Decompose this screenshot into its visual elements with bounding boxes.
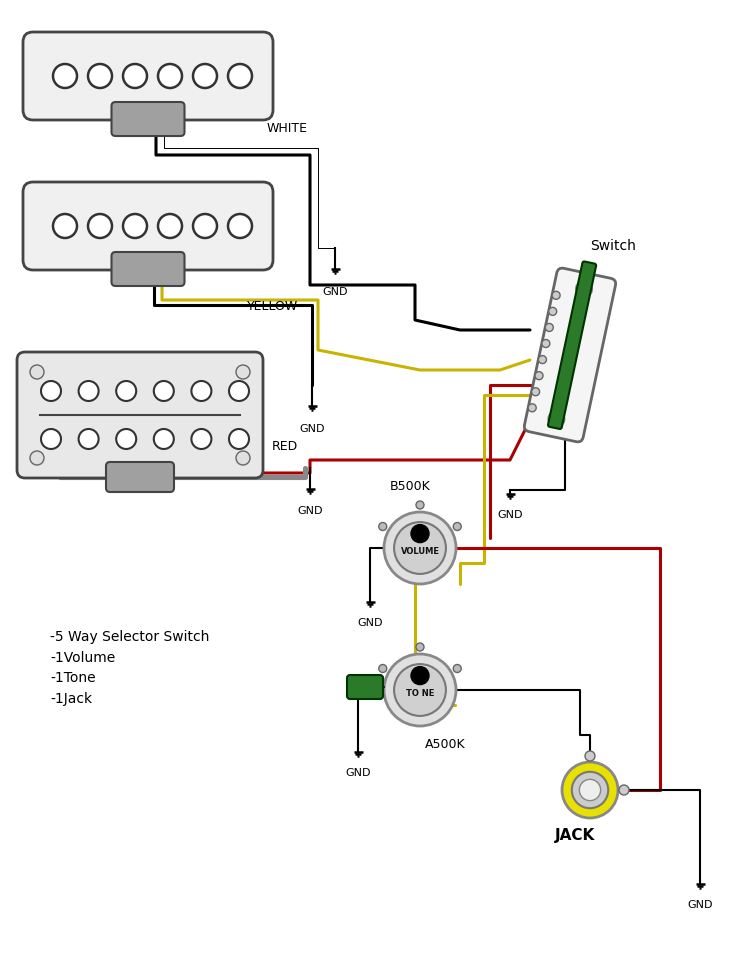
Text: WHITE: WHITE <box>267 122 308 135</box>
Circle shape <box>549 308 556 316</box>
FancyBboxPatch shape <box>347 675 383 699</box>
Circle shape <box>394 522 446 573</box>
Circle shape <box>236 451 250 465</box>
FancyBboxPatch shape <box>111 102 185 136</box>
Circle shape <box>88 64 112 88</box>
Circle shape <box>545 323 553 332</box>
Text: GND: GND <box>322 287 347 297</box>
Circle shape <box>228 214 252 238</box>
Circle shape <box>552 292 560 299</box>
Circle shape <box>572 772 608 808</box>
Circle shape <box>531 387 539 396</box>
FancyBboxPatch shape <box>106 462 174 492</box>
Circle shape <box>53 64 77 88</box>
Circle shape <box>411 667 429 685</box>
Text: JACK: JACK <box>555 828 595 843</box>
Circle shape <box>191 429 211 449</box>
Circle shape <box>193 214 217 238</box>
Circle shape <box>228 64 252 88</box>
Circle shape <box>236 365 250 379</box>
Circle shape <box>416 501 424 509</box>
Circle shape <box>154 429 174 449</box>
Circle shape <box>384 654 456 726</box>
Text: -5 Way Selector Switch
-1Volume
-1Tone
-1Jack: -5 Way Selector Switch -1Volume -1Tone -… <box>50 630 209 706</box>
Text: A500K: A500K <box>425 738 466 751</box>
Circle shape <box>123 214 147 238</box>
Circle shape <box>158 64 182 88</box>
Text: GND: GND <box>345 768 371 778</box>
Text: GND: GND <box>687 900 712 910</box>
Circle shape <box>542 339 550 347</box>
Circle shape <box>88 214 112 238</box>
Circle shape <box>411 525 429 543</box>
FancyBboxPatch shape <box>23 182 273 270</box>
Circle shape <box>453 665 461 672</box>
Text: GND: GND <box>498 510 523 520</box>
FancyBboxPatch shape <box>17 352 263 478</box>
FancyBboxPatch shape <box>548 262 596 429</box>
Circle shape <box>53 214 77 238</box>
Circle shape <box>394 664 446 716</box>
Circle shape <box>79 429 99 449</box>
Circle shape <box>539 356 546 363</box>
FancyBboxPatch shape <box>524 269 616 442</box>
Text: YELLOW: YELLOW <box>247 300 298 313</box>
Text: VOLUME: VOLUME <box>400 548 439 556</box>
Circle shape <box>229 429 249 449</box>
Text: TO NE: TO NE <box>406 690 434 698</box>
Circle shape <box>116 381 136 401</box>
Circle shape <box>123 64 147 88</box>
Circle shape <box>535 372 543 380</box>
Circle shape <box>41 429 61 449</box>
FancyBboxPatch shape <box>111 252 185 286</box>
Text: GND: GND <box>300 424 325 434</box>
Circle shape <box>379 665 386 672</box>
Circle shape <box>193 64 217 88</box>
Circle shape <box>30 365 44 379</box>
Circle shape <box>528 404 537 411</box>
Circle shape <box>453 523 461 530</box>
Circle shape <box>158 214 182 238</box>
Circle shape <box>116 429 136 449</box>
Text: B500K: B500K <box>390 480 431 493</box>
Text: Switch: Switch <box>590 239 636 253</box>
Circle shape <box>79 381 99 401</box>
Circle shape <box>229 381 249 401</box>
Circle shape <box>562 762 618 818</box>
Circle shape <box>41 381 61 401</box>
Circle shape <box>154 381 174 401</box>
Circle shape <box>548 411 565 427</box>
Circle shape <box>416 643 424 651</box>
Circle shape <box>384 512 456 584</box>
Circle shape <box>585 751 595 761</box>
Circle shape <box>191 381 211 401</box>
Text: RED: RED <box>272 440 298 453</box>
Circle shape <box>619 785 629 795</box>
Text: GND: GND <box>297 506 323 516</box>
Text: GND: GND <box>357 618 383 628</box>
FancyBboxPatch shape <box>23 32 273 120</box>
Circle shape <box>576 281 592 297</box>
Circle shape <box>30 451 44 465</box>
Circle shape <box>579 780 601 801</box>
Circle shape <box>379 523 386 530</box>
